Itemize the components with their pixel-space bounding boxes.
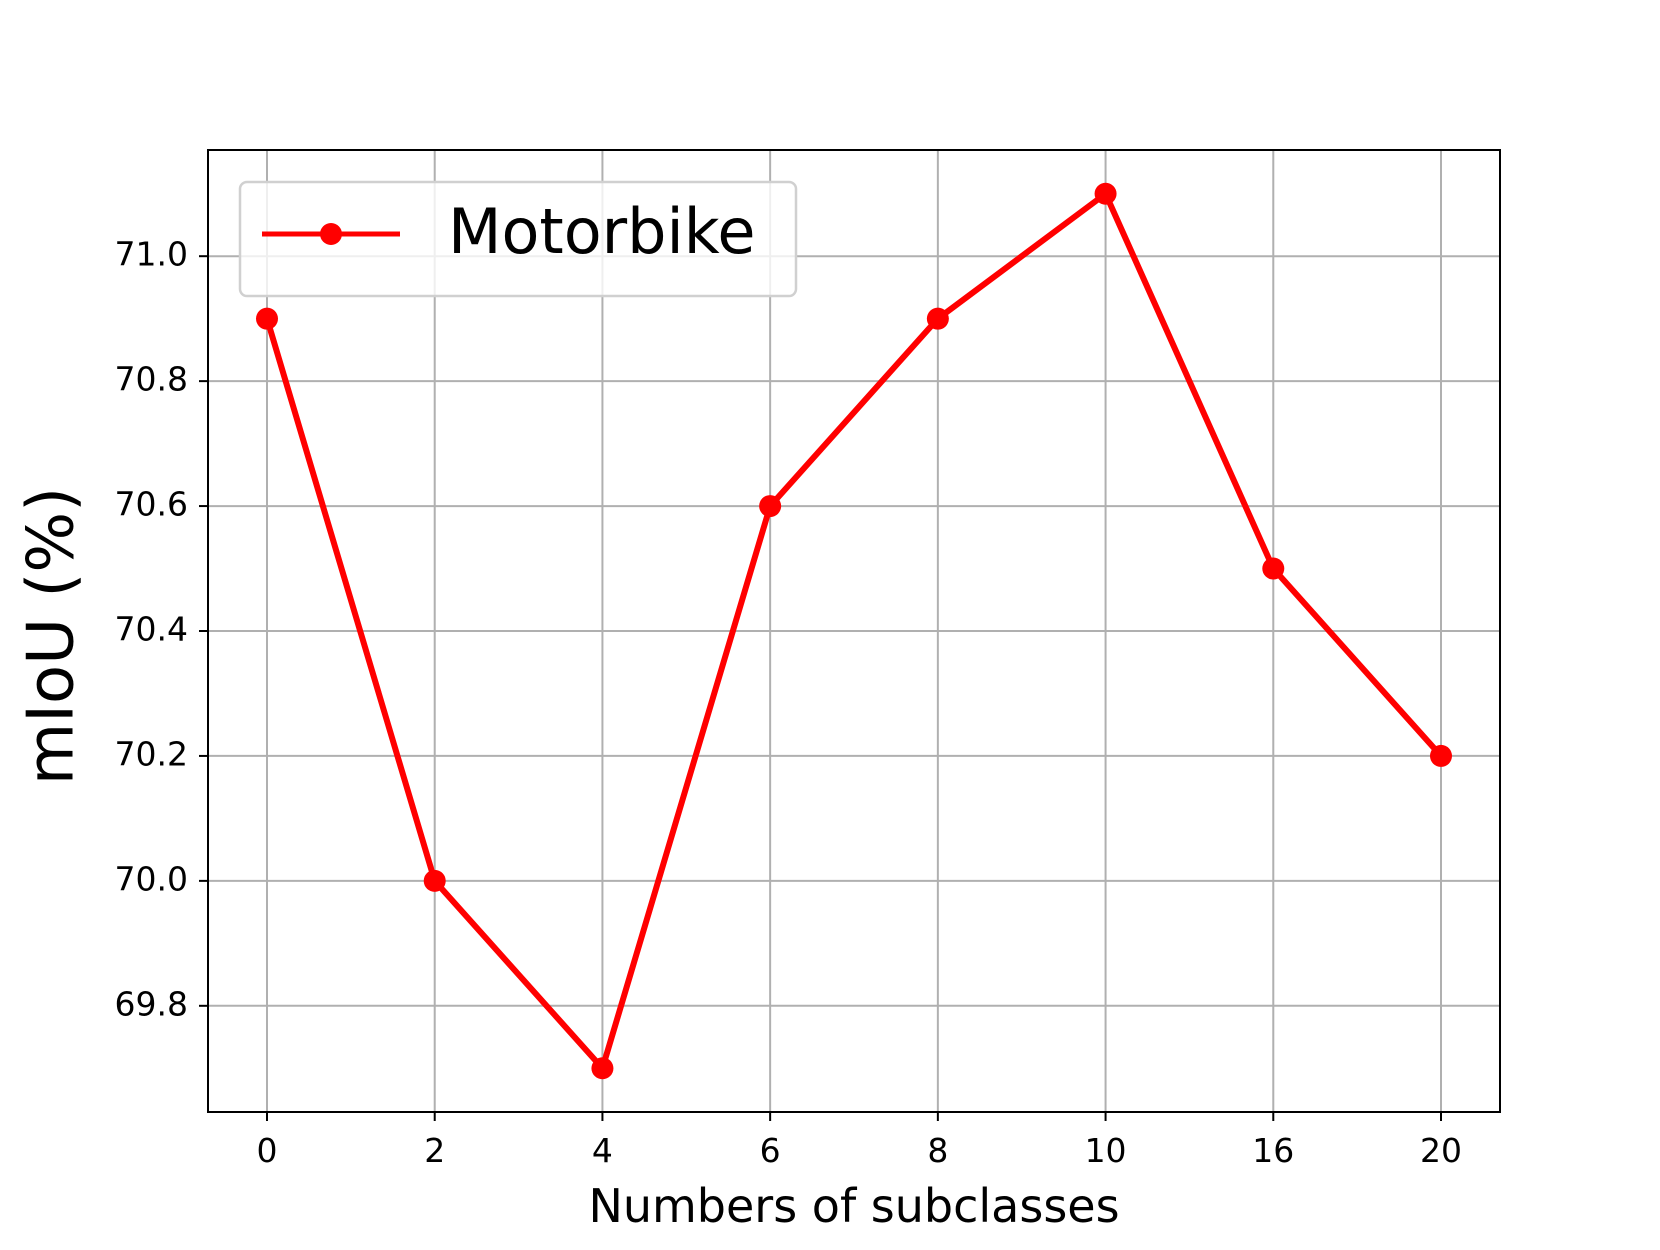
x-tick-label: 0	[257, 1131, 278, 1170]
x-tick-label: 4	[592, 1131, 613, 1170]
x-tick-label: 10	[1085, 1131, 1127, 1170]
plot-frame	[207, 149, 1501, 1113]
x-tick-label: 20	[1420, 1131, 1462, 1170]
y-axis-label: mIoU (%)	[15, 487, 89, 785]
y-tick-label: 71.0	[115, 235, 188, 274]
y-tick-label: 70.4	[115, 610, 188, 649]
data-point	[591, 1057, 614, 1080]
legend-box	[238, 180, 798, 298]
data-point	[759, 495, 782, 518]
y-tick-label: 70.2	[115, 734, 188, 773]
data-point	[1430, 744, 1452, 767]
x-axis-ticks: 0 2 4 6 8 10 16 20	[257, 1112, 1462, 1170]
x-tick-label: 8	[927, 1131, 948, 1170]
data-point	[926, 307, 949, 330]
x-tick-label: 6	[760, 1131, 781, 1170]
y-tick-label: 70.6	[115, 485, 188, 524]
y-axis-ticks: 69.8 70.0 70.2 70.4 70.6 70.8 71.0	[115, 235, 208, 1023]
data-point	[256, 307, 278, 330]
x-tick-label: 2	[424, 1131, 445, 1170]
x-axis-label: Numbers of subclasses	[588, 1179, 1119, 1233]
series-line-motorbike	[264, 190, 1444, 1072]
x-tick-label: 16	[1252, 1131, 1294, 1170]
y-tick-label: 69.8	[115, 984, 188, 1023]
series-layer	[256, 182, 1452, 1080]
data-point	[1094, 182, 1117, 205]
data-point	[1262, 557, 1285, 580]
y-tick-label: 70.8	[115, 360, 188, 399]
grid	[208, 150, 1500, 1112]
data-point	[423, 869, 446, 892]
legend-series-marker	[320, 223, 342, 245]
y-tick-label: 70.0	[115, 859, 188, 898]
legend: Motorbike	[238, 180, 798, 298]
legend-label-motorbike: Motorbike	[448, 195, 756, 268]
